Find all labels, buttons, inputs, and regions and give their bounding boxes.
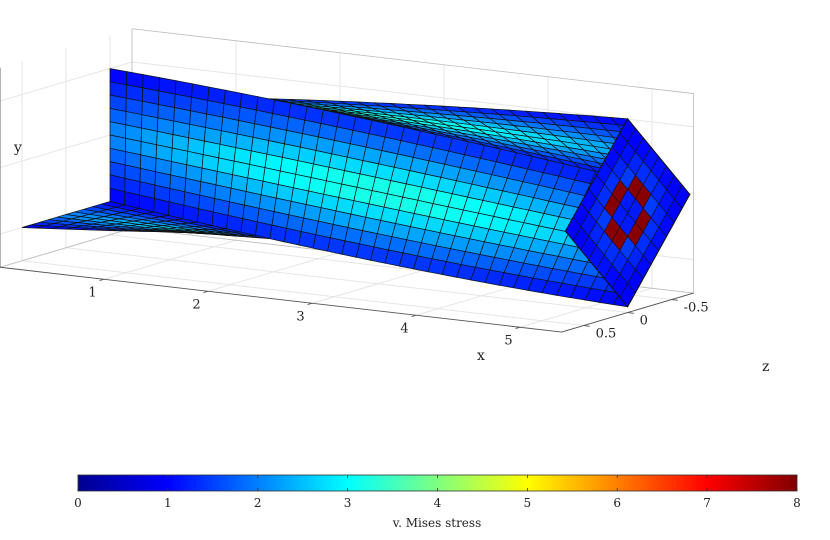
- x-axis-label: x: [477, 348, 485, 364]
- grid-line: [131, 61, 694, 128]
- mesh-cell: [283, 227, 302, 246]
- z-tick-label: -0.5: [684, 301, 709, 316]
- z-tick-mark: [583, 325, 590, 327]
- beam-surface: [21, 68, 691, 308]
- mesh-cell: [246, 234, 270, 240]
- grid-line: [21, 260, 584, 327]
- x-axis-line: [0, 266, 562, 333]
- end-face-outline: [564, 117, 691, 308]
- x-tick-mark: [515, 326, 521, 329]
- mesh-cell: [269, 224, 288, 243]
- z-tick-mark: [627, 312, 634, 314]
- colorbar-tick-label: 6: [613, 496, 621, 510]
- colorbar-tick-label: 2: [254, 496, 262, 510]
- colorbar-ticks: 0 1 2 3 4 5 6 7 8: [74, 475, 801, 510]
- x-tick-label: 5: [504, 334, 512, 349]
- colorbar-tick-label: 7: [703, 496, 711, 510]
- colorbar-tick-label: 3: [344, 496, 352, 510]
- colorbar-label: v. Mises stress: [392, 516, 481, 530]
- mesh-cell: [298, 231, 317, 249]
- z-axis-label: z: [762, 359, 769, 375]
- z-tick-label: 0.5: [596, 327, 617, 342]
- x-tick-mark: [99, 278, 105, 281]
- grid-line: [65, 247, 628, 314]
- colorbar-tick-label: 1: [164, 496, 172, 510]
- x-tick-mark: [203, 290, 209, 293]
- x-tick-label: 3: [296, 310, 304, 325]
- x-tick-mark: [411, 314, 417, 317]
- z-tick-label: 0: [640, 314, 648, 329]
- colorbar-tick-label: 5: [524, 496, 532, 510]
- colorbar-tick-label: 8: [793, 496, 801, 510]
- y-axis-label: y: [13, 140, 22, 156]
- x-tick-label: 2: [192, 298, 200, 313]
- axis-ticks: 0123450.50-0.50.50-0.5: [0, 100, 709, 349]
- colorbar-tick-label: 4: [434, 496, 442, 510]
- z-tick-mark: [671, 299, 678, 301]
- x-tick-label: 1: [88, 286, 96, 301]
- box-edge: [131, 28, 694, 94]
- x-tick-label: 4: [400, 322, 408, 337]
- x-tick-mark: [307, 302, 313, 305]
- colorbar-tick-label: 0: [74, 496, 82, 510]
- colorbar: 0 1 2 3 4 5 6 7 8 v. Mises stress: [74, 474, 801, 530]
- box-edge: [0, 227, 133, 268]
